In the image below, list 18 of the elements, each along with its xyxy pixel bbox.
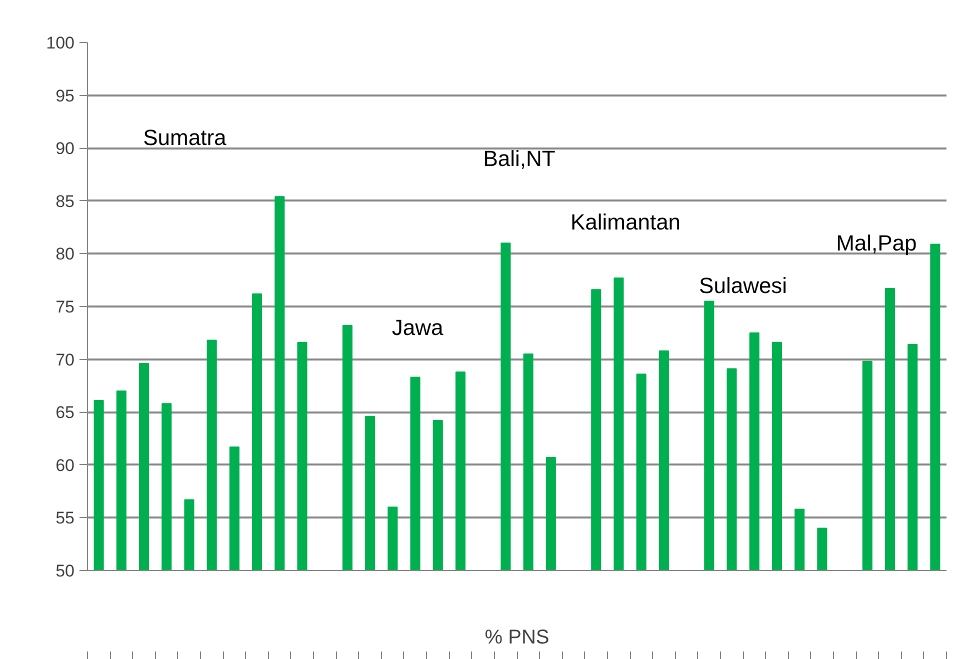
y-tick-label: 90 bbox=[56, 139, 75, 158]
y-tick-label: 65 bbox=[56, 403, 75, 422]
y-tick-label: 100 bbox=[46, 34, 75, 52]
y-tick-label: 55 bbox=[56, 508, 75, 528]
y-tick-label: 50 bbox=[56, 562, 75, 580]
annotation: Sumatra bbox=[143, 125, 228, 150]
y-tick-label: 70 bbox=[56, 350, 75, 370]
annotation: Sulawesi bbox=[699, 272, 788, 298]
y-tick-label: 60 bbox=[56, 456, 75, 475]
x-axis-title: % PNS bbox=[484, 626, 550, 648]
annotation: Jawa bbox=[392, 315, 444, 340]
y-tick-label: 95 bbox=[56, 86, 75, 106]
y-tick-label: 85 bbox=[56, 192, 75, 211]
annotation: Bali,NT bbox=[483, 146, 556, 172]
annotation: Kalimantan bbox=[570, 210, 681, 235]
annotation: Mal,Pap bbox=[836, 230, 917, 256]
y-tick-label: 80 bbox=[56, 244, 75, 264]
y-tick-label: 75 bbox=[56, 298, 75, 316]
